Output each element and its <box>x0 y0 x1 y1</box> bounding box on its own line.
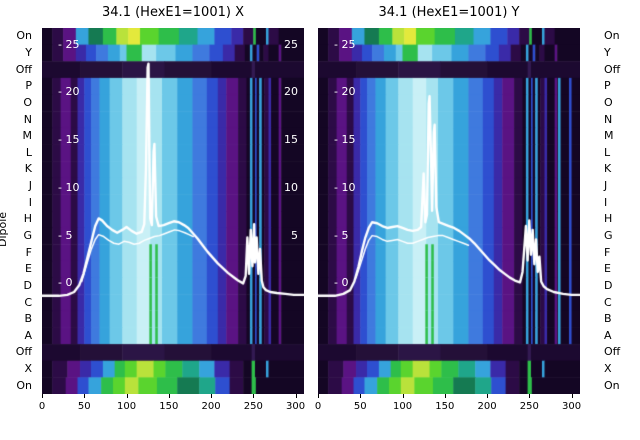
x-tick-mark <box>571 394 573 398</box>
dipole-category-label: B <box>24 312 32 326</box>
x-tick-label: 300 <box>562 401 582 412</box>
overlay-tick-label-left: - 10 <box>334 180 356 194</box>
overlay-tick-label-left: - 5 <box>334 228 349 242</box>
x-tick-label: 250 <box>243 401 263 412</box>
dipole-category-label: G <box>23 228 32 242</box>
dipole-category-label: On <box>604 378 620 392</box>
overlay-tick-label-left: - 10 <box>58 180 80 194</box>
overlay-tick-label-right: 10 <box>284 180 298 194</box>
panel-title-right: 34.1 (HexE1=1001) Y <box>378 5 520 20</box>
dipole-category-label: H <box>23 212 32 226</box>
panel-title-left: 34.1 (HexE1=1001) X <box>102 5 244 20</box>
dipole-category-label: X <box>604 362 612 376</box>
dipole-category-label: M <box>604 129 614 143</box>
dipole-category-label: P <box>604 79 611 93</box>
dipole-category-label: B <box>604 312 612 326</box>
x-tick-label: 50 <box>353 401 367 412</box>
overlay-tick-label-left: - 5 <box>58 228 73 242</box>
dipole-category-label: Off <box>15 62 32 76</box>
x-tick-mark <box>318 394 319 398</box>
dipole-category-label: A <box>24 328 32 342</box>
x-tick-label: 0 <box>314 401 322 412</box>
heatmap-panel-y: - 25 - 20 - 15 - 10 - 5 - 0 <box>318 28 580 394</box>
x-tick-mark <box>126 394 128 398</box>
dipole-category-label: C <box>604 295 612 309</box>
heatmap-panel-x: - 25 - 20 - 15 - 10 - 5 - 0 25 20 15 10 5 <box>42 28 304 394</box>
dipole-category-label: I <box>604 195 608 209</box>
x-tick-mark <box>253 394 255 398</box>
dipole-category-label: D <box>604 278 613 292</box>
x-tick-mark <box>42 394 43 398</box>
heatmap-canvas-x <box>42 28 304 394</box>
overlay-tick-label-right: 15 <box>284 133 298 147</box>
heatmap-canvas-y <box>318 28 580 394</box>
dipole-category-label: On <box>604 29 620 43</box>
overlay-tick-label-right: 5 <box>291 228 298 242</box>
dipole-category-label: O <box>604 95 613 109</box>
x-tick-label: 200 <box>477 401 497 412</box>
dipole-category-label: X <box>24 362 32 376</box>
dipole-category-labels-left: On Y Off P O N M L K J I H G F E D C B A Off X On <box>0 28 38 394</box>
x-tick-label: 200 <box>201 401 221 412</box>
dipole-category-label: M <box>22 129 33 143</box>
x-tick-mark <box>444 394 446 398</box>
overlay-tick-label-left: - 15 <box>334 133 356 147</box>
dipole-category-label: O <box>23 95 32 109</box>
x-tick-mark <box>360 394 362 398</box>
x-tick-mark <box>84 394 86 398</box>
dipole-category-label: H <box>604 212 613 226</box>
overlay-tick-label-left: - 25 <box>334 37 356 51</box>
dipole-category-label: L <box>25 145 32 159</box>
dipole-category-label: L <box>604 145 611 159</box>
overlay-tick-label-right: 20 <box>284 85 298 99</box>
x-tick-label: 100 <box>116 401 137 412</box>
dipole-category-label: N <box>604 112 613 126</box>
dipole-category-label: F <box>604 245 611 259</box>
dipole-category-label: Off <box>15 345 32 359</box>
dipole-category-label: E <box>604 262 611 276</box>
dipole-category-label: On <box>16 29 32 43</box>
overlay-tick-label-left: - 25 <box>58 37 80 51</box>
x-tick-mark <box>295 394 297 398</box>
dipole-category-label: On <box>16 378 32 392</box>
dipole-category-label: C <box>24 295 32 309</box>
overlay-tick-label-right: 25 <box>284 37 298 51</box>
dipole-category-label: K <box>24 162 32 176</box>
dipole-category-label: N <box>23 112 32 126</box>
dipole-category-label: F <box>25 245 32 259</box>
dipole-category-label: A <box>604 328 612 342</box>
dipole-category-label: Off <box>604 345 621 359</box>
overlay-tick-label-left: - 20 <box>58 85 80 99</box>
dipole-category-label: E <box>25 262 32 276</box>
overlay-tick-label-left: - 0 <box>334 276 349 290</box>
dipole-category-label: Y <box>604 45 611 59</box>
x-tick-mark <box>211 394 213 398</box>
dipole-category-label: J <box>28 179 32 193</box>
overlay-tick-label-left: - 0 <box>58 276 73 290</box>
dipole-category-label: K <box>604 162 612 176</box>
dipole-category-labels-right: On Y Off P O N M L K J I H G F E D C B A Off X On <box>604 28 640 394</box>
x-tick-mark <box>487 394 489 398</box>
dipole-category-label: P <box>25 79 32 93</box>
x-tick-label: 0 <box>38 401 46 412</box>
dipole-category-label: Y <box>25 45 32 59</box>
dipole-category-label: I <box>28 195 32 209</box>
x-tick-label: 250 <box>519 401 539 412</box>
overlay-tick-label-left: - 15 <box>58 133 80 147</box>
dipole-category-label: G <box>604 228 613 242</box>
x-tick-label: 150 <box>159 401 179 412</box>
overlay-tick-label-left: - 20 <box>334 85 356 99</box>
dipole-category-label: Off <box>604 62 621 76</box>
x-tick-mark <box>529 394 531 398</box>
dipole-category-label: D <box>23 278 32 292</box>
dipole-category-label: J <box>604 179 608 193</box>
x-tick-label: 50 <box>77 401 91 412</box>
x-tick-label: 300 <box>286 401 306 412</box>
x-tick-mark <box>402 394 404 398</box>
x-tick-label: 150 <box>435 401 455 412</box>
x-tick-mark <box>168 394 170 398</box>
x-tick-label: 100 <box>392 401 413 412</box>
